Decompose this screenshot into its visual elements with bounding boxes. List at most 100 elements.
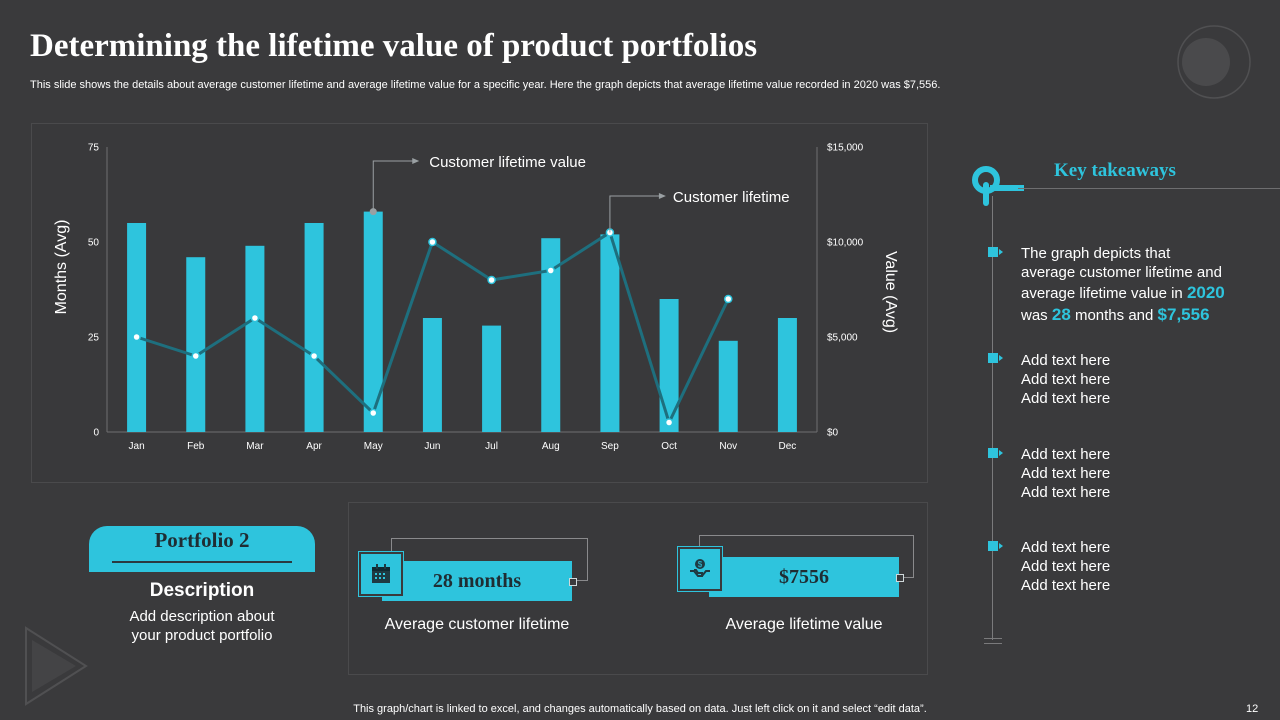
bar-nov [718, 340, 738, 432]
takeaway-text: was [1021, 307, 1048, 324]
takeaway-line: Add text here [1021, 371, 1111, 388]
x-tick-label: Jun [424, 441, 440, 452]
takeaway-item-4: Add text here Add text here Add text her… [1021, 538, 1110, 595]
y2-axis-title: Value (Avg) [882, 250, 899, 334]
takeaway-line: The graph depicts that [1021, 245, 1171, 262]
description-line: your product portfolio [131, 627, 273, 644]
bar-apr [304, 223, 324, 432]
line-point-jun [428, 237, 437, 247]
play-icon [25, 626, 88, 706]
timeline-marker [988, 247, 1003, 257]
takeaway-line: Add text here [1021, 446, 1111, 463]
takeaway-line: average customer lifetime and [1021, 264, 1222, 281]
metric-knob [896, 574, 904, 582]
annotation-marker [369, 208, 377, 216]
y-tick-label: 75 [88, 143, 100, 154]
line-point-apr [309, 351, 319, 361]
key-icon [972, 166, 1024, 206]
timeline-marker [988, 353, 1003, 363]
line-point-jul [487, 275, 496, 285]
bar-jul [482, 325, 502, 432]
takeaway-item-1: The graph depicts that average customer … [1021, 244, 1225, 326]
x-tick-label: Aug [542, 441, 560, 452]
takeaway-line: Add text here [1021, 539, 1111, 556]
takeaway-item-2: Add text here Add text here Add text her… [1021, 351, 1110, 408]
takeaway-line: was 28 months and $7,556 [1021, 304, 1225, 326]
takeaway-text: and [1128, 307, 1154, 324]
portfolio-label: Portfolio 2 [154, 528, 250, 552]
takeaway-line: Add text here [1021, 390, 1111, 407]
takeaway-line: Add text here [1021, 352, 1111, 369]
timeline-end [984, 643, 1002, 644]
metric-caption-months: Average customer lifetime [384, 616, 570, 633]
timeline-marker [988, 541, 1003, 551]
key-takeaways-rule [1018, 188, 1280, 189]
takeaway-text: average lifetime value in [1021, 285, 1183, 302]
annotation-leader [372, 160, 414, 212]
x-tick-label: Oct [661, 441, 677, 452]
x-tick-label: Sep [601, 441, 619, 452]
bar-sep [600, 234, 620, 432]
line-point-may [369, 408, 378, 418]
takeaway-text: months [1074, 307, 1125, 324]
metric-knob [569, 578, 577, 586]
bar-may [363, 211, 383, 432]
metric-caption-lifetime: Average lifetime value [725, 616, 883, 633]
takeaway-line: average lifetime value in 2020 [1021, 282, 1225, 304]
x-tick-label: Jan [129, 441, 145, 452]
y-tick-label: 25 [88, 333, 100, 344]
key-takeaways-title: Key takeaways [1054, 160, 1176, 181]
y2-tick-label: $10,000 [827, 238, 864, 249]
y2-tick-label: $0 [827, 428, 839, 439]
takeaway-line: Add text here [1021, 484, 1111, 501]
x-tick-label: Dec [779, 441, 797, 452]
metric-value-months: 28 months [382, 561, 572, 601]
takeaway-months-value: 28 [1051, 305, 1071, 324]
description-title: Description [149, 580, 255, 601]
y-axis-title: Months (Avg) [53, 219, 70, 315]
y-tick-label: 50 [88, 238, 100, 249]
decorative-circles [1177, 25, 1251, 99]
y2-tick-label: $15,000 [827, 143, 864, 154]
lifetime-chart: 0 25 50 75 $0 $5,000 $10,000 $15,000 Jan Feb Mar Ap… [88, 143, 864, 453]
page-number: 12 [1246, 703, 1259, 715]
timeline-line [992, 196, 993, 640]
takeaway-line: Add text here [1021, 558, 1111, 575]
x-tick-label: May [364, 441, 383, 452]
x-tick-label: Mar [246, 441, 264, 452]
metric-value-lifetime: $7556 [709, 557, 899, 597]
description-line: Add description about [129, 608, 275, 625]
slide-subtitle: This slide shows the details about avera… [30, 79, 941, 91]
takeaway-item-3: Add text here Add text here Add text her… [1021, 445, 1110, 502]
x-tick-label: Jul [485, 441, 498, 452]
x-tick-label: Feb [187, 441, 205, 452]
bar-jan [127, 223, 147, 432]
description-body: Add description about your product portf… [100, 607, 304, 645]
y2-tick-label: $5,000 [827, 333, 858, 344]
timeline-end [984, 638, 1002, 639]
line-point-oct [664, 418, 674, 427]
calendar-icon [358, 551, 404, 597]
line-point-jan [132, 332, 141, 342]
takeaway-line: Add text here [1021, 577, 1111, 594]
bar-aug [541, 238, 561, 432]
takeaway-value: $7,556 [1157, 305, 1210, 324]
annotation-arrow [412, 158, 420, 164]
annotation-customer-lifetime: Customer lifetime [673, 189, 790, 206]
takeaway-year: 2020 [1186, 283, 1225, 302]
annotation-arrow [658, 193, 666, 199]
footer-note: This graph/chart is linked to excel, and… [353, 703, 927, 715]
x-tick-label: Nov [719, 441, 737, 452]
takeaway-line: Add text here [1021, 465, 1111, 482]
bar-dec [777, 318, 797, 432]
line-point-nov [724, 294, 733, 304]
portfolio-tab [89, 526, 315, 572]
timeline-marker [988, 448, 1003, 458]
bar-jun [422, 318, 442, 432]
line-point-aug [546, 266, 555, 275]
svg-text:$: $ [698, 560, 703, 569]
line-point-mar [250, 313, 260, 323]
annotation-customer-lifetime-value: Customer lifetime value [429, 154, 586, 171]
bar-mar [245, 245, 265, 432]
y-tick-label: 0 [93, 428, 99, 439]
